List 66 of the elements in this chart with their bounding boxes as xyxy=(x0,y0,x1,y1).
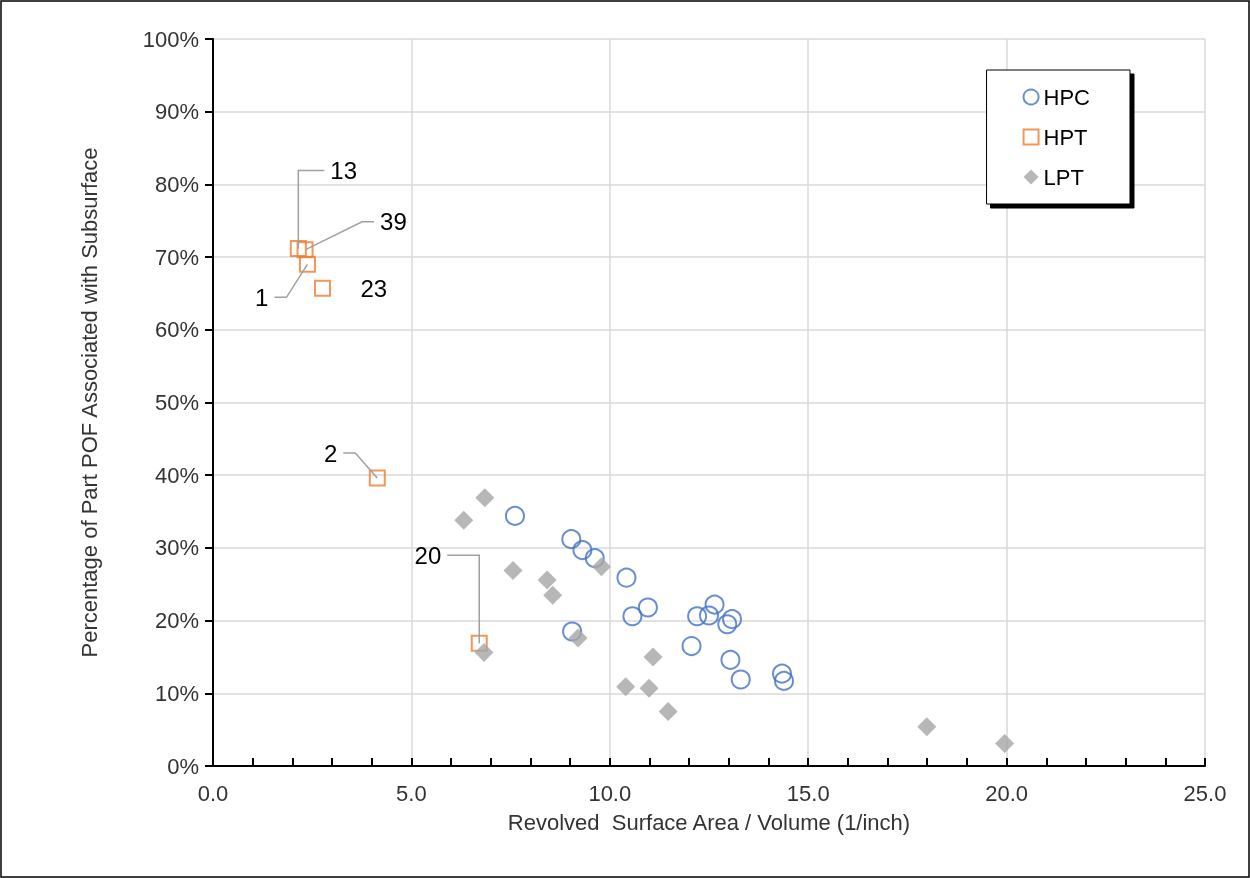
point xyxy=(637,597,658,618)
y-tick-label: 70% xyxy=(154,244,199,270)
annotation: 2 xyxy=(323,439,338,467)
y-tick-label: 50% xyxy=(154,390,199,415)
y-tick-label: 90% xyxy=(154,99,199,125)
x-tick-label: 5.0 xyxy=(396,780,427,806)
annotation: 39 xyxy=(380,208,407,236)
point xyxy=(704,594,725,615)
point xyxy=(722,609,743,630)
point xyxy=(591,557,611,577)
point xyxy=(699,605,719,626)
point xyxy=(504,505,525,526)
y-axis-title: Percentage of Part POF Associated with Subsurface xyxy=(76,147,102,658)
annotation: 20 xyxy=(414,541,442,569)
point xyxy=(475,488,495,508)
point xyxy=(616,567,637,588)
point xyxy=(616,677,636,697)
x-axis-title: Revolved Surface Area / Volume (1/inch) xyxy=(507,809,911,835)
point xyxy=(296,241,314,259)
annotation: 13 xyxy=(330,156,358,184)
point xyxy=(368,469,386,487)
y-tick-label: 0% xyxy=(167,753,199,779)
point xyxy=(730,669,751,690)
annotation: 1 xyxy=(255,283,269,311)
point xyxy=(503,560,523,580)
annotation: 23 xyxy=(360,274,388,302)
point xyxy=(717,614,738,635)
y-tick-label: 30% xyxy=(154,535,199,561)
x-tick-label: 0.0 xyxy=(197,780,229,806)
x-tick-label: 25.0 xyxy=(1183,780,1227,806)
point xyxy=(562,621,583,642)
point xyxy=(658,701,678,721)
point xyxy=(454,510,474,530)
point xyxy=(572,540,593,561)
legend-label: LPT xyxy=(1043,164,1084,190)
point xyxy=(561,529,582,550)
x-tick-label: 20.0 xyxy=(985,780,1029,806)
x-tick-label: 10.0 xyxy=(588,780,632,806)
point xyxy=(298,255,316,273)
point xyxy=(470,634,488,652)
point xyxy=(917,717,937,737)
point xyxy=(289,239,307,257)
y-tick-label: 20% xyxy=(154,608,199,634)
point xyxy=(643,647,663,667)
y-tick-label: 10% xyxy=(154,680,199,706)
point xyxy=(687,606,708,627)
y-tick-label: 40% xyxy=(154,462,199,488)
point xyxy=(720,649,741,670)
point xyxy=(639,678,659,698)
point xyxy=(995,733,1015,753)
point xyxy=(681,636,702,657)
point xyxy=(774,670,794,691)
point xyxy=(537,570,557,590)
point xyxy=(772,663,793,684)
legend-label: HPT xyxy=(1043,124,1088,150)
point xyxy=(584,548,605,569)
y-tick-label: 60% xyxy=(154,317,199,343)
point xyxy=(568,628,588,648)
point xyxy=(543,585,563,605)
y-tick-label: 100% xyxy=(142,26,199,52)
point xyxy=(474,643,494,663)
point xyxy=(314,279,332,297)
point xyxy=(622,606,643,627)
legend-label: HPC xyxy=(1043,84,1091,110)
y-tick-label: 80% xyxy=(154,171,199,197)
x-tick-label: 15.0 xyxy=(786,780,830,806)
